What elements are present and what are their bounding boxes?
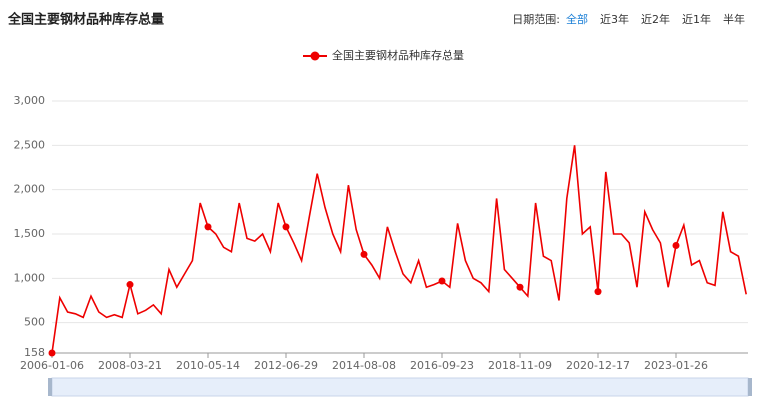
x-tick-label: 2014-08-08 [332,359,396,372]
x-tick-label: 2016-09-23 [410,359,474,372]
range-option[interactable]: 近2年 [641,12,670,26]
range-option[interactable]: 半年 [723,12,745,26]
x-tick-label: 2023-01-26 [644,359,708,372]
legend-marker[interactable] [310,51,320,61]
range-option[interactable]: 近3年 [600,12,629,26]
data-point [360,250,368,258]
zoom-handle[interactable] [48,378,52,396]
y-tick-label: 1,500 [14,227,46,240]
y-tick-label: 500 [24,316,45,329]
data-point [438,277,446,285]
x-tick-label: 2020-12-17 [566,359,630,372]
y-tick-label: 1,000 [14,271,46,284]
data-point [594,288,602,296]
zoom-handle[interactable] [748,378,752,396]
range-label: 日期范围: [512,12,560,26]
x-tick-label: 2010-05-14 [176,359,240,372]
x-tick-label: 2008-03-21 [98,359,162,372]
y-tick-label: 158 [24,346,45,359]
data-point [48,349,56,357]
y-tick-label: 3,000 [14,94,46,107]
range-option[interactable]: 近1年 [682,12,711,26]
data-point [126,281,134,289]
range-option[interactable]: 全部 [566,12,588,26]
data-point [516,283,524,291]
data-line [51,145,747,354]
y-tick-label: 2,500 [14,138,46,151]
x-tick-label: 2006-01-06 [20,359,84,372]
x-tick-label: 2012-06-29 [254,359,318,372]
data-point [672,242,680,250]
page-title: 全国主要钢材品种库存总量 [7,12,164,28]
data-point [282,223,290,231]
zoom-slider[interactable] [51,377,749,397]
legend-label[interactable]: 全国主要钢材品种库存总量 [332,48,464,62]
x-tick-label: 2018-11-09 [488,359,552,372]
data-point [204,223,212,231]
y-tick-label: 2,000 [14,183,46,196]
